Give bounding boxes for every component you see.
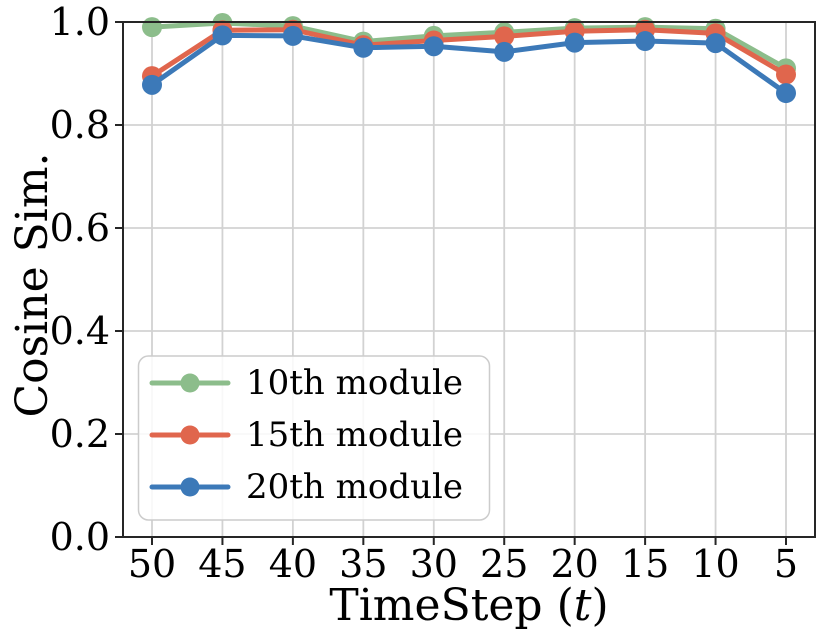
x-tick-label: 10: [691, 542, 739, 586]
x-tick-label: 15: [621, 542, 669, 586]
series-20th-module: [142, 25, 796, 104]
x-tick-label: 5: [774, 542, 798, 586]
y-tick-label: 0.4: [50, 309, 110, 353]
tick-group: 50 45 40 35 30 25 20 15 10 5 0.0 0.2 0.4 0.6 0.8 1.0: [50, 0, 799, 586]
x-tick-label: 40: [269, 542, 317, 586]
legend-marker: [180, 477, 200, 497]
x-tick-label: 45: [198, 542, 246, 586]
y-tick-label: 0.6: [50, 206, 110, 250]
y-tick-label: 0.8: [50, 103, 110, 147]
data-point-marker: [142, 74, 162, 95]
x-tick-label: 50: [128, 542, 176, 586]
y-tick-label: 1.0: [50, 0, 110, 44]
legend-label: 10th module: [246, 363, 463, 403]
legend-item: 20th module: [149, 467, 463, 507]
series-line: [149, 32, 789, 96]
data-point-marker: [353, 37, 374, 58]
y-tick-label: 0.0: [50, 515, 110, 559]
data-point-marker: [635, 31, 656, 52]
data-point-marker: [142, 17, 162, 38]
x-axis-label: TimeStep (t): [329, 584, 608, 628]
x-axis-label-variable: t: [573, 580, 592, 631]
data-point-marker: [282, 25, 303, 46]
series-group: [142, 13, 796, 104]
axes-spines: [122, 21, 816, 538]
legend-item: 15th module: [149, 415, 463, 455]
x-tick-label: 35: [339, 542, 387, 586]
x-axis-label-close: ): [591, 580, 609, 631]
data-point-marker: [776, 64, 796, 85]
series-line: [149, 27, 789, 79]
series-line: [149, 20, 789, 71]
legend-marker: [180, 373, 200, 393]
x-axis-label-text: TimeStep (: [329, 580, 574, 631]
legend: 10th module 15th module 20th module: [137, 355, 491, 521]
data-point-marker: [564, 32, 585, 53]
y-tick-label: 0.2: [50, 412, 110, 456]
data-point-marker: [212, 25, 233, 46]
legend-box: [137, 355, 491, 521]
y-axis-label: Cosine Sim.: [7, 152, 58, 418]
legend-marker: [180, 425, 200, 445]
legend-label: 20th module: [246, 467, 463, 507]
data-point-marker: [494, 26, 515, 47]
data-point-marker: [776, 83, 796, 104]
data-point-marker: [705, 33, 726, 54]
legend-item: 10th module: [149, 363, 463, 403]
data-point-marker: [423, 36, 444, 57]
legend-label: 15th module: [246, 415, 463, 455]
x-tick-label: 20: [550, 542, 598, 586]
data-point-marker: [494, 41, 515, 62]
x-tick-label: 30: [410, 542, 458, 586]
x-tick-label: 25: [480, 542, 528, 586]
